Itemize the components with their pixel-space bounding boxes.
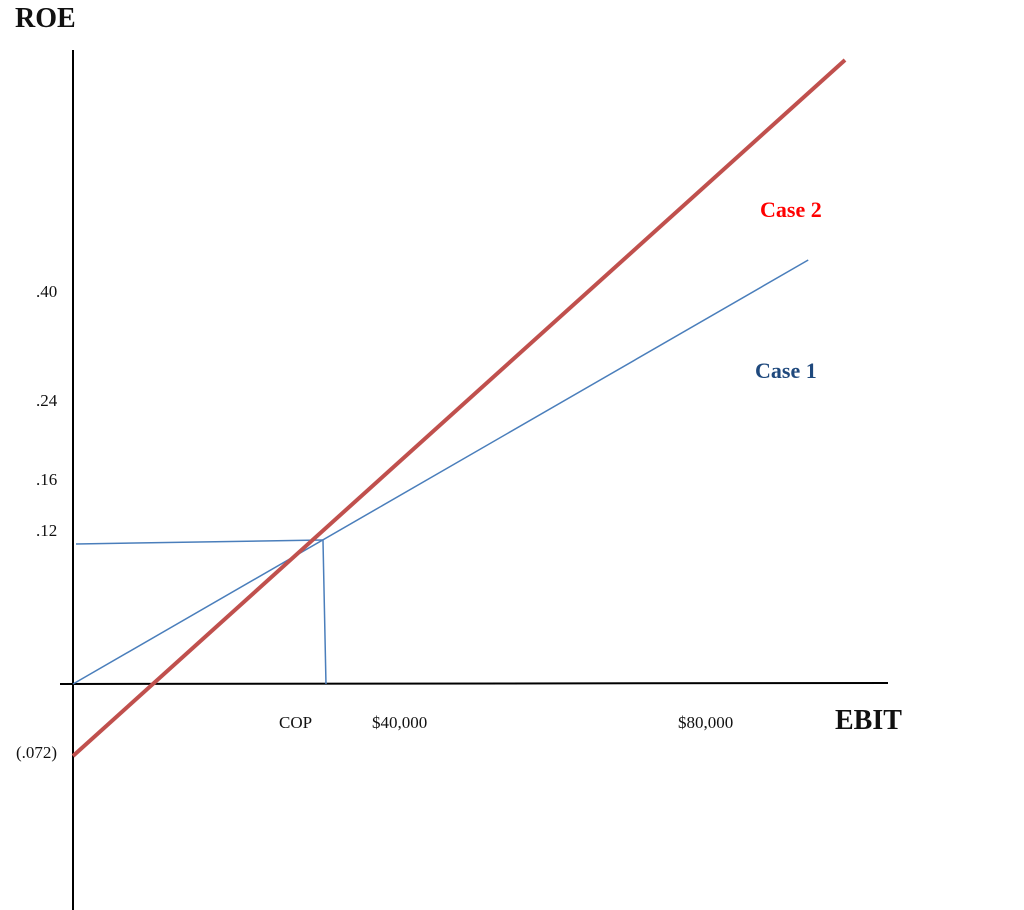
x-axis-title: EBIT bbox=[835, 705, 902, 736]
x-tick-label: $40,000 bbox=[372, 713, 427, 732]
x-tick-label: COP bbox=[279, 713, 312, 732]
y-tick-label: .12 bbox=[36, 521, 57, 540]
case-1-label: Case 1 bbox=[755, 358, 817, 383]
y-axis-title: ROE bbox=[15, 3, 76, 34]
cop-horizontal-guide bbox=[75, 539, 323, 545]
y-tick-label: .24 bbox=[36, 391, 58, 410]
y-tick-label: .16 bbox=[36, 470, 57, 489]
case-1-line bbox=[72, 259, 809, 685]
cop-vertical-guide bbox=[322, 539, 327, 685]
y-tick-label: (.072) bbox=[16, 743, 57, 762]
case-2-line bbox=[71, 58, 847, 758]
case-2-label: Case 2 bbox=[760, 197, 822, 222]
x-axis bbox=[59, 682, 889, 685]
x-tick-label: $80,000 bbox=[678, 713, 733, 732]
y-tick-label: .40 bbox=[36, 282, 57, 301]
